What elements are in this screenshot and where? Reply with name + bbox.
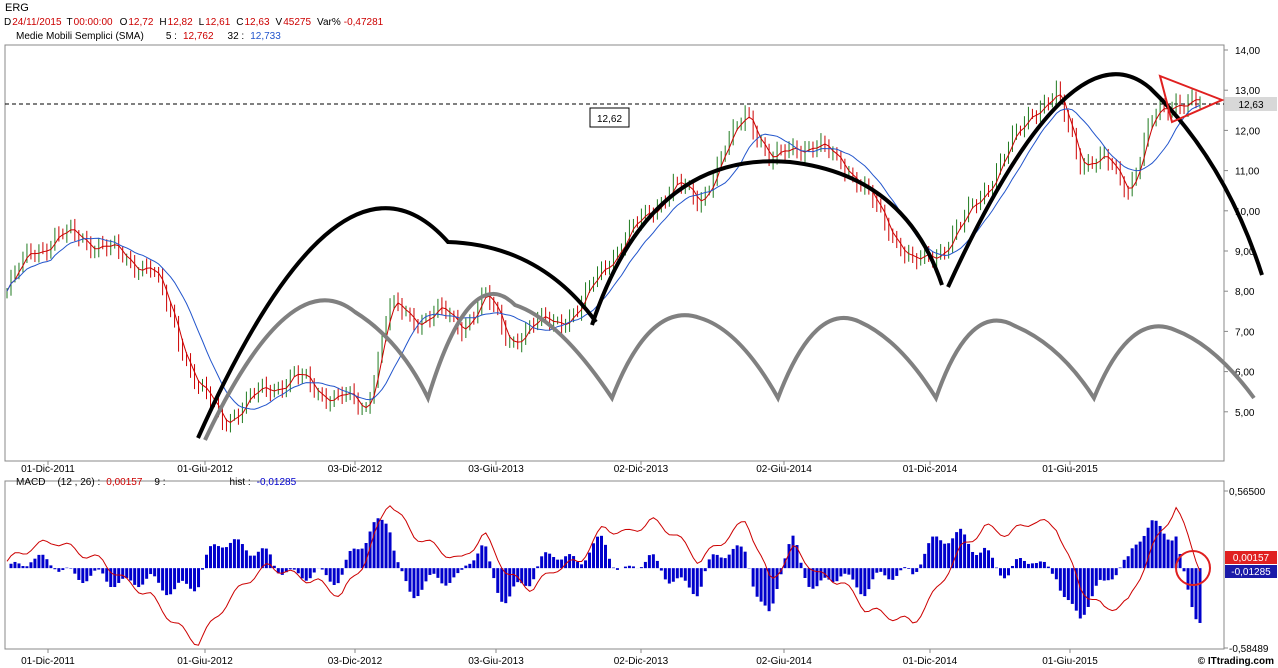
sma-legend: Medie Mobili Semplici (SMA) 5 :12,762 32 :… — [16, 31, 281, 42]
macd-x-tick-label: 01-Giu-2015 — [1042, 656, 1098, 667]
watermark: © ITtrading.com — [1198, 656, 1274, 667]
macd-x-axis: 01-Dic-2011 01-Giu-2012 03-Dic-2012 03-Giu-… — [21, 649, 1098, 667]
price-y-tick-label: 11,00 — [1235, 167, 1260, 178]
price-panel — [4, 44, 1225, 462]
price-y-tick-label: 10,00 — [1235, 207, 1260, 218]
price-x-tick-label: 01-Giu-2012 — [177, 464, 233, 475]
macd-x-tick-label: 03-Giu-2013 — [468, 656, 524, 667]
macd-line — [6, 505, 1201, 646]
price-x-tick-label: 03-Dic-2012 — [328, 464, 383, 475]
price-x-tick-label: 01-Giu-2015 — [1042, 464, 1098, 475]
annotation-box — [589, 107, 630, 128]
price-x-tick-label: 01-Dic-2011 — [21, 464, 75, 475]
hist-value-badge — [1225, 565, 1277, 578]
price-y-tick-label: 5,00 — [1235, 408, 1255, 419]
cycle-arc-3 — [946, 72, 1264, 288]
macd-x-tick-label: 01-Dic-2011 — [21, 656, 75, 667]
macd-x-tick-label: 01-Giu-2012 — [177, 656, 233, 667]
price-x-tick-label: 01-Dic-2014 — [903, 464, 958, 475]
symbol-label: ERG — [5, 2, 29, 14]
macd-x-tick-label: 03-Dic-2012 — [328, 656, 383, 667]
sma-5-line — [6, 94, 1201, 424]
price-y-axis: 14,00 13,00 12,00 11,00 10,00 9,00 8,00 7,00 6,0… — [1224, 46, 1260, 419]
price-x-tick-label: 02-Giu-2014 — [756, 464, 812, 475]
macd-y-axis: 0,56500 -0,58489 — [1224, 487, 1269, 655]
price-y-tick-label: 7,00 — [1235, 327, 1255, 338]
price-y-tick-label: 8,00 — [1235, 287, 1255, 298]
price-x-tick-label: 03-Giu-2013 — [468, 464, 524, 475]
last-price-label: 12,63 — [1238, 100, 1263, 111]
macd-y-tick-label: -0,58489 — [1229, 644, 1269, 655]
macd-value-badge — [1225, 551, 1277, 564]
price-x-tick-label: 02-Dic-2013 — [614, 464, 669, 475]
triangle-pattern — [1158, 74, 1225, 124]
macd-legend: MACD (12 , 26) :0,00157 9 : hist : -0,01285 — [16, 477, 297, 488]
macd-x-tick-label: 02-Giu-2014 — [756, 656, 812, 667]
price-y-tick-label: 13,00 — [1235, 86, 1260, 97]
quote-line: D24/11/2015 T00:00:00 O12,72 H12,82 L12,61 C1… — [4, 17, 384, 28]
macd-x-tick-label: 02-Dic-2013 — [614, 656, 669, 667]
annotation-label: 12,62 — [597, 114, 622, 125]
price-y-tick-label: 12,00 — [1235, 126, 1260, 137]
cycle-arc-1 — [196, 206, 598, 439]
price-y-tick-label: 9,00 — [1235, 247, 1255, 258]
macd-highlight-circle — [1175, 550, 1211, 586]
price-x-axis: 01-Dic-2011 01-Giu-2012 03-Dic-2012 03-Giu-… — [21, 461, 1098, 475]
macd-x-tick-label: 01-Dic-2014 — [903, 656, 958, 667]
macd-y-tick-label: 0,56500 — [1229, 487, 1266, 498]
price-y-tick-label: 14,00 — [1235, 46, 1260, 57]
cycle-arc-2 — [590, 159, 944, 326]
hist-value-label: -0,01285 — [1231, 567, 1271, 578]
macd-value-label: 0,00157 — [1233, 553, 1270, 564]
price-y-tick-label: 6,00 — [1235, 368, 1255, 379]
cycle-arc-gray — [203, 292, 1256, 441]
last-price-badge — [1225, 97, 1277, 111]
